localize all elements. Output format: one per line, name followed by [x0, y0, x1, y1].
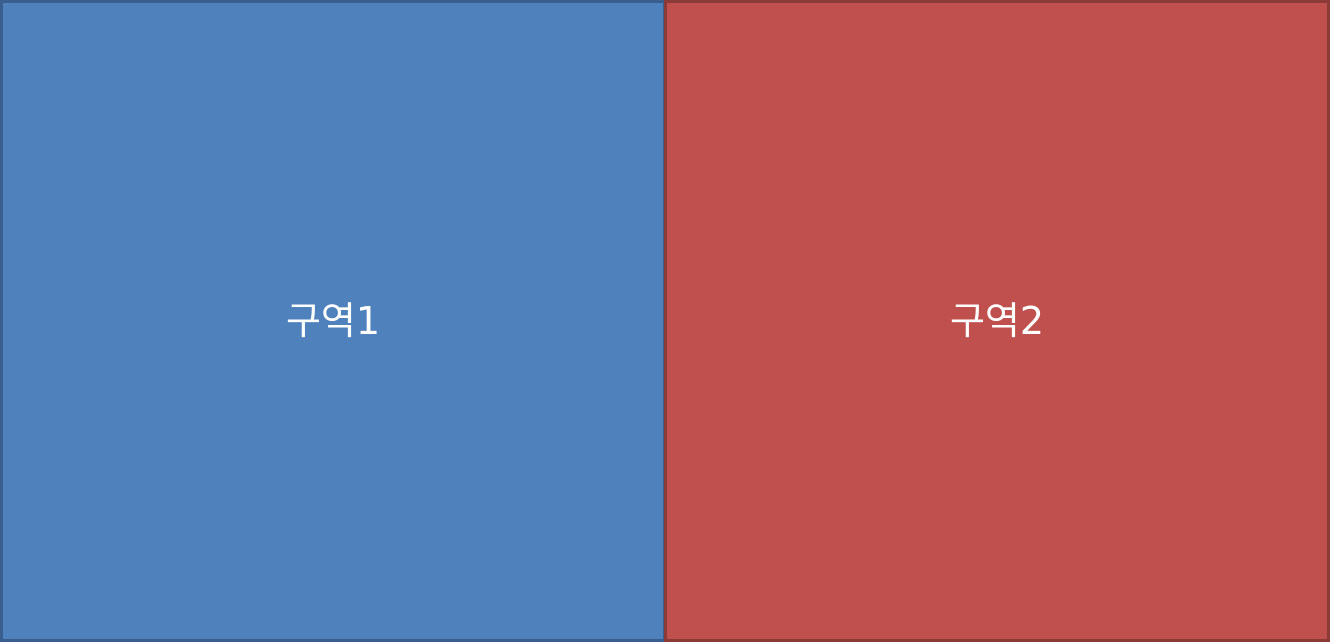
zone-2-box: 구역2 — [664, 0, 1330, 642]
zone-2-label: 구역2 — [949, 299, 1045, 343]
zone-1-label: 구역1 — [285, 299, 381, 343]
zone-1-box: 구역1 — [0, 0, 666, 642]
